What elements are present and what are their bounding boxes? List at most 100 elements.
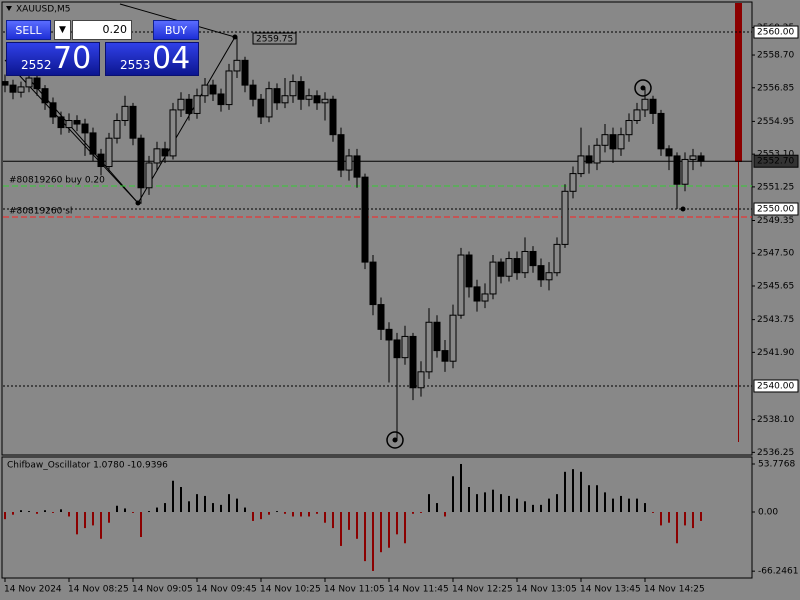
x-tick-label: 14 Nov 13:45	[580, 585, 641, 595]
ask-quote[interactable]: 2553 04	[105, 41, 199, 76]
oscillator-bar	[612, 498, 614, 513]
y-tick-label: 2543.75	[757, 315, 794, 325]
candle-body	[537, 265, 545, 281]
oscillator-bar	[300, 512, 302, 517]
pivot-dot	[135, 200, 141, 206]
candle-body	[57, 116, 65, 129]
y-tick-label: 2538.10	[757, 415, 794, 425]
symbol-label: XAUUSD,M5	[16, 5, 71, 15]
oscillator-bar	[28, 511, 30, 513]
x-tick-label: 14 Nov 14:25	[644, 585, 705, 595]
high-marker-dot	[640, 85, 646, 91]
oscillator-bar	[204, 495, 206, 513]
candle-body	[297, 81, 305, 100]
oscillator-bar	[84, 512, 86, 529]
x-tick-label: 14 Nov 10:25	[260, 585, 321, 595]
y-tick-label: 2551.25	[757, 182, 794, 192]
volume-dropdown[interactable]: ▼	[54, 20, 71, 40]
sell-button[interactable]: SELL	[6, 20, 51, 40]
bid-main: 2552	[21, 58, 52, 72]
candle-body	[441, 350, 449, 362]
oscillator-bar	[268, 512, 270, 515]
candle-body	[473, 286, 481, 302]
x-tick-label: 14 Nov 09:05	[132, 585, 193, 595]
high-marker	[634, 79, 652, 97]
y-tick-label: 2547.50	[757, 249, 794, 259]
x-tick-label: 14 Nov 08:25	[68, 585, 129, 595]
y-tick-label: 2541.90	[757, 348, 794, 358]
candle-body	[553, 243, 561, 274]
menu-icon[interactable]	[6, 6, 12, 11]
oscillator-bar	[100, 512, 102, 539]
oscillator-bar	[220, 504, 222, 513]
oscillator-bar	[196, 494, 198, 513]
candle-body	[65, 120, 73, 129]
oscillator-bar	[148, 511, 150, 513]
oscillator-bar	[20, 510, 22, 513]
candle-body	[417, 371, 425, 389]
candle-body	[529, 250, 537, 267]
oscillator-bar	[420, 512, 422, 513]
candle-body	[665, 148, 673, 157]
oscillator-bar	[60, 509, 62, 513]
y-tick-label: 2554.95	[757, 117, 794, 127]
candle-body	[609, 134, 617, 150]
x-tick-label: 14 Nov 2024	[4, 585, 62, 595]
candle-body	[169, 109, 177, 157]
candle-body	[265, 88, 273, 118]
price-label-box	[252, 32, 297, 45]
oscillator-bar	[644, 503, 646, 513]
oscillator-bar	[668, 512, 670, 523]
oscillator-bar	[684, 512, 686, 526]
oscillator-bar	[460, 463, 462, 513]
candle-body	[25, 77, 33, 88]
oscillator-bar	[116, 505, 118, 513]
candle-body	[105, 137, 113, 168]
candle-body	[457, 254, 465, 316]
oscillator-bar	[692, 512, 694, 529]
candle-body	[465, 254, 473, 288]
candle-body	[617, 134, 625, 150]
candle-body	[113, 120, 121, 139]
low-marker-dot	[392, 437, 398, 443]
oscillator-bar	[36, 512, 38, 514]
candle-body	[649, 98, 657, 114]
oscillator-bar	[380, 512, 382, 553]
oscillator-bar	[492, 489, 494, 513]
volume-input[interactable]: 0.20	[72, 20, 132, 40]
level-label: 2550.00	[757, 205, 794, 215]
volume-bar	[735, 3, 742, 162]
oscillator-bar	[548, 498, 550, 513]
candle-body	[425, 321, 433, 373]
candle-body	[17, 86, 25, 93]
oscillator-bar	[524, 501, 526, 513]
candle-body	[89, 132, 97, 155]
candle-body	[281, 95, 289, 104]
oscillator-bar	[540, 504, 542, 513]
candle-body	[513, 258, 521, 274]
x-tick-label: 14 Nov 11:45	[388, 585, 449, 595]
low-marker	[386, 431, 404, 449]
candle-body	[249, 84, 257, 100]
oscillator-bar	[236, 498, 238, 513]
oscillator-bar	[604, 492, 606, 513]
oscillator-bar	[700, 512, 702, 521]
candle-body	[641, 98, 649, 111]
oscillator-bar	[412, 512, 414, 514]
y-tick-label: 2558.70	[757, 51, 794, 61]
ask-pips: 04	[152, 41, 191, 76]
oscillator-bar	[132, 512, 134, 513]
oscillator-frame	[1, 456, 753, 579]
oscillator-bar	[516, 498, 518, 513]
bid-quote[interactable]: 2552 70	[6, 41, 100, 76]
oscillator-bar	[276, 511, 278, 513]
y-tick-label: 2556.85	[757, 83, 794, 93]
level-box	[753, 154, 799, 168]
oscillator-bar	[316, 512, 318, 514]
y-tick-label: 2553.10	[757, 150, 794, 160]
candle-body	[137, 137, 145, 189]
oscillator-bar	[476, 494, 478, 513]
buy-button[interactable]: BUY	[153, 20, 199, 40]
oscillator-bar	[12, 512, 14, 515]
y-tick-label: 2536.25	[757, 448, 794, 458]
